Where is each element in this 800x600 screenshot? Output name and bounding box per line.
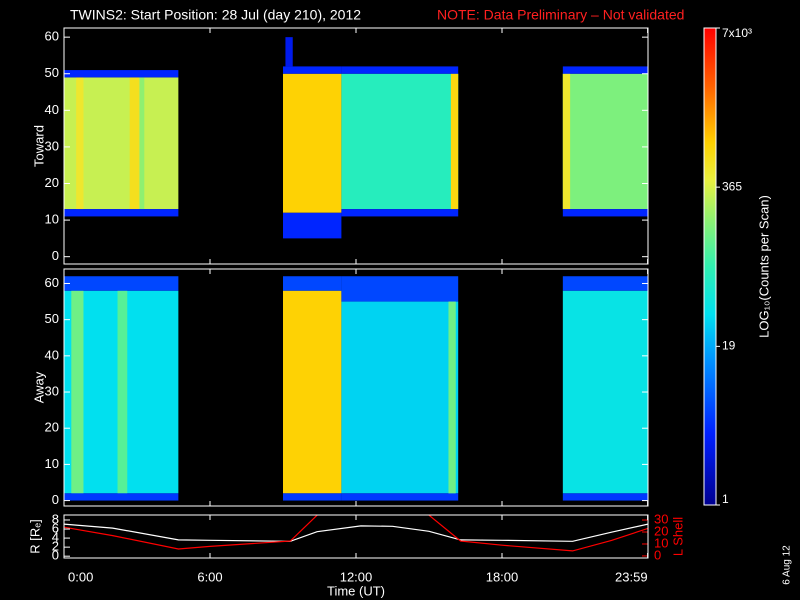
y-tick-label: 20 (45, 175, 59, 190)
heatmap-cell (285, 37, 293, 67)
heatmap-cell (76, 77, 84, 210)
colorbar-tick-label: 365 (722, 179, 742, 193)
heatmap-cell (341, 301, 459, 494)
heatmap-cell (562, 290, 648, 494)
axes-frame (63, 514, 649, 559)
heatmap-cell (71, 290, 84, 494)
y2-tick-label: 10 (654, 535, 668, 550)
heatmap-cell (450, 73, 459, 210)
y-axis-label: Toward (31, 125, 46, 167)
heatmap-cell (341, 209, 459, 217)
series-line (64, 523, 648, 542)
y-tick-label: 40 (45, 102, 59, 117)
y-tick-label: 20 (45, 420, 59, 435)
y-tick-label: 0 (52, 492, 59, 507)
heatmap-cell (283, 212, 342, 239)
y-axis-label: R [Rₑ] (27, 519, 42, 553)
y2-tick-label: 30 (654, 511, 668, 526)
plot-area (64, 37, 648, 239)
date-stamp: 6 Aug 12 (782, 545, 793, 585)
plot-area (64, 515, 648, 552)
colorbar-tick-label: 19 (722, 339, 736, 353)
heatmap-cell (283, 276, 342, 291)
y-tick-label: 60 (45, 275, 59, 290)
heatmap-cell (562, 66, 648, 74)
y-tick-label: 30 (45, 138, 59, 153)
y-tick-label: 30 (45, 383, 59, 398)
y-tick-label: 6 (52, 520, 59, 535)
heatmap-cell (139, 77, 145, 210)
colorbar-tick-label: 1 (722, 492, 729, 506)
x-tick-label: 6:00 (197, 569, 222, 584)
heatmap-cell (283, 290, 342, 494)
heatmap-cell (283, 66, 342, 74)
note: NOTE: Data Preliminary – Not validated (437, 7, 684, 23)
heatmap-cell (341, 73, 459, 210)
y-tick-label: 10 (45, 212, 59, 227)
x-tick-label: 18:00 (486, 569, 519, 584)
y-tick-label: 40 (45, 347, 59, 362)
y-tick-label: 60 (45, 29, 59, 44)
y-tick-label: 8 (52, 511, 59, 526)
x-tick-label: 23:59 (615, 569, 648, 584)
chart-title: TWINS2: Start Position: 28 Jul (day 210)… (70, 7, 361, 23)
y-tick-label: 0 (52, 248, 59, 263)
heatmap-cell (448, 301, 456, 494)
heatmap-cell (562, 73, 648, 210)
heatmap-cell (283, 73, 342, 213)
heatmap-cell (562, 493, 648, 501)
heatmap-cell (341, 493, 459, 501)
heatmap-cell (64, 209, 179, 217)
x-tick-label: 12:00 (340, 569, 373, 584)
y-axis-label: Away (31, 371, 46, 403)
y2-axis-label: L Shell (670, 517, 685, 556)
colorbar-tick-label: 7x10³ (722, 26, 752, 40)
y-tick-label: 50 (45, 65, 59, 80)
heatmap-cell (341, 66, 459, 74)
x-axis-label: Time (UT) (327, 583, 385, 598)
heatmap-cell (64, 493, 179, 501)
colorbar (703, 27, 717, 506)
heatmap-cell (562, 209, 648, 217)
x-tick-label: 0:00 (68, 569, 93, 584)
heatmap-cell (283, 493, 342, 501)
heatmap-cell (562, 276, 648, 291)
heatmap-cell (117, 290, 128, 494)
y-tick-label: 10 (45, 456, 59, 471)
heatmap-cell (64, 70, 179, 78)
y-tick-label: 0 (52, 548, 59, 563)
series-line (64, 515, 648, 552)
y-tick-label: 2 (52, 539, 59, 554)
heatmap-cell (64, 276, 179, 291)
y2-tick-label: 20 (654, 523, 668, 538)
heatmap-cell (129, 77, 140, 210)
y2-tick-label: 0 (654, 547, 661, 562)
y-tick-label: 4 (52, 530, 59, 545)
colorbar-label: LOG₁₀(Counts per Scan) (756, 195, 771, 338)
plot-area (64, 276, 648, 501)
heatmap-cell (341, 276, 459, 302)
y-tick-label: 50 (45, 311, 59, 326)
heatmap-cell (562, 73, 571, 210)
